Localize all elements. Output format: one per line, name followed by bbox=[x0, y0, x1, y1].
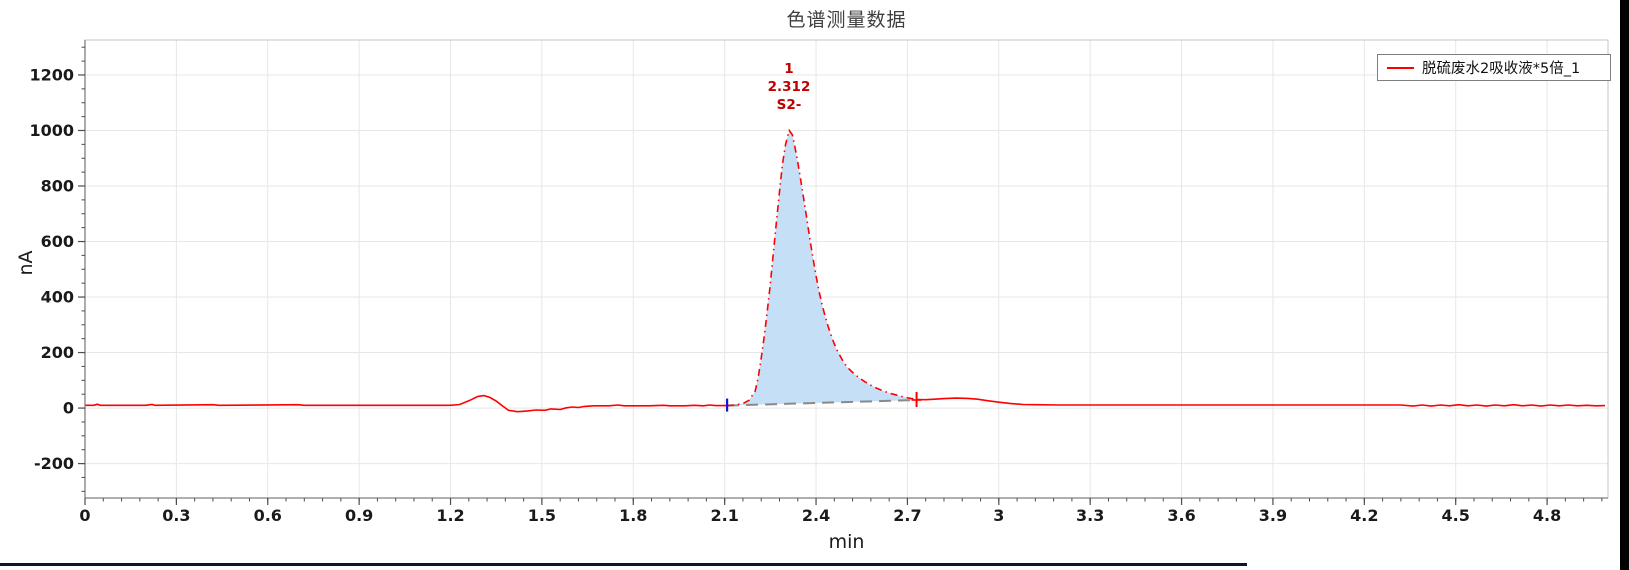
svg-text:200: 200 bbox=[41, 343, 74, 362]
svg-text:1.5: 1.5 bbox=[528, 506, 556, 525]
window-right-border bbox=[1620, 0, 1629, 570]
svg-text:0.9: 0.9 bbox=[345, 506, 373, 525]
svg-text:0: 0 bbox=[79, 506, 90, 525]
peak-annotation: 1 2.312 S2- bbox=[719, 60, 859, 114]
svg-text:4.2: 4.2 bbox=[1350, 506, 1378, 525]
peak-number: 1 bbox=[784, 61, 794, 77]
y-axis-label: nA bbox=[15, 250, 37, 276]
svg-text:4.8: 4.8 bbox=[1533, 506, 1561, 525]
svg-text:3: 3 bbox=[993, 506, 1004, 525]
svg-text:1200: 1200 bbox=[29, 65, 74, 84]
svg-text:2.1: 2.1 bbox=[710, 506, 738, 525]
svg-text:1.2: 1.2 bbox=[436, 506, 464, 525]
svg-text:1.8: 1.8 bbox=[619, 506, 647, 525]
svg-text:2.4: 2.4 bbox=[802, 506, 830, 525]
svg-text:0: 0 bbox=[63, 399, 74, 418]
svg-text:0.6: 0.6 bbox=[254, 506, 282, 525]
svg-text:600: 600 bbox=[41, 232, 74, 251]
svg-text:3.9: 3.9 bbox=[1259, 506, 1287, 525]
legend: 脱硫废水2吸收液*5倍_1 bbox=[1377, 54, 1611, 81]
svg-text:0.3: 0.3 bbox=[162, 506, 190, 525]
svg-text:2.7: 2.7 bbox=[893, 506, 921, 525]
window-bottom-border bbox=[0, 563, 1247, 566]
svg-text:400: 400 bbox=[41, 288, 74, 307]
svg-text:1000: 1000 bbox=[29, 121, 74, 140]
chart-title: 色谱测量数据 bbox=[786, 9, 907, 31]
svg-text:800: 800 bbox=[41, 177, 74, 196]
peak-retention-time: 2.312 bbox=[767, 79, 811, 95]
legend-line-sample-icon bbox=[1387, 66, 1414, 69]
x-axis-label: min bbox=[828, 531, 865, 553]
legend-label: 脱硫废水2吸收液*5倍_1 bbox=[1422, 61, 1581, 77]
svg-text:3.6: 3.6 bbox=[1167, 506, 1195, 525]
peak-component: S2- bbox=[776, 97, 802, 113]
svg-text:-200: -200 bbox=[34, 454, 74, 473]
svg-text:3.3: 3.3 bbox=[1076, 506, 1104, 525]
svg-text:4.5: 4.5 bbox=[1442, 506, 1470, 525]
